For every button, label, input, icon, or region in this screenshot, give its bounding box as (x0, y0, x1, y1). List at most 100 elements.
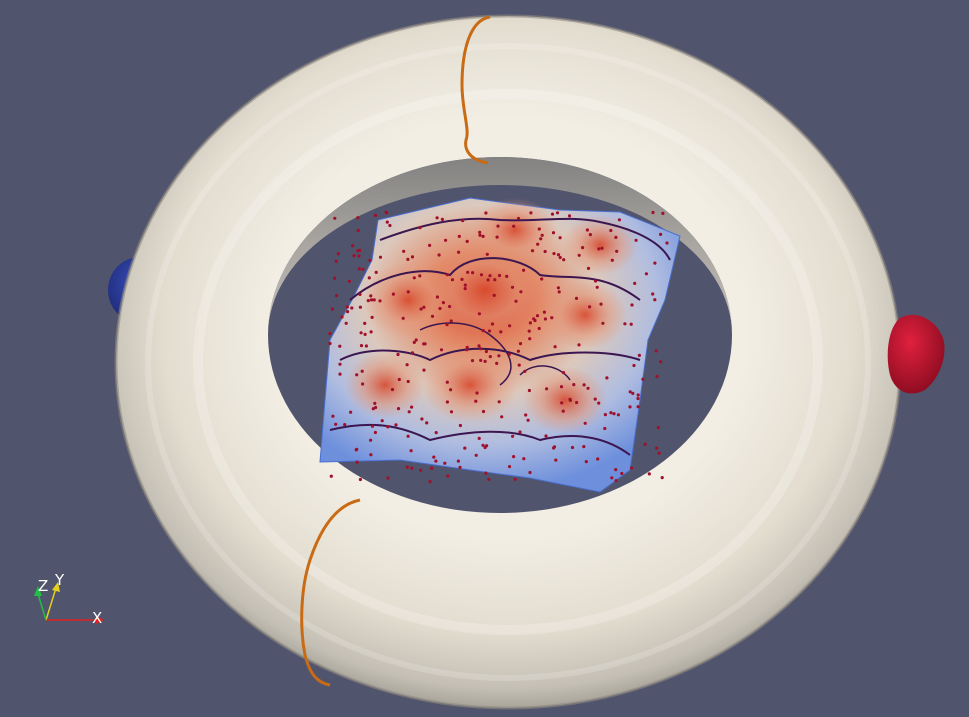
sample-point (478, 230, 482, 234)
sample-point (497, 400, 501, 404)
sample-point (634, 238, 638, 242)
z-axis-label: Z (38, 577, 48, 595)
sample-point (386, 425, 390, 429)
sample-point (458, 423, 462, 428)
sample-point (328, 332, 332, 336)
sample-point (595, 285, 599, 289)
sample-point (363, 332, 367, 336)
sample-point (616, 413, 621, 417)
sample-point (637, 353, 642, 357)
sample-point (487, 477, 491, 481)
sample-point (527, 329, 531, 333)
sample-point (465, 345, 469, 349)
sample-point (397, 377, 401, 382)
sample-point (450, 278, 455, 282)
sample-point (355, 373, 359, 377)
sample-point (458, 465, 462, 469)
sample-point (435, 295, 439, 299)
sample-point (418, 274, 422, 278)
sample-point (363, 321, 367, 325)
sample-point (391, 292, 395, 296)
sample-point (510, 285, 515, 289)
sample-point (484, 471, 488, 475)
sample-point (439, 348, 444, 352)
sample-point (529, 211, 533, 215)
sample-point (572, 383, 576, 387)
sample-point (347, 279, 351, 283)
sample-point (406, 290, 410, 294)
sample-point (614, 479, 618, 483)
sample-point (477, 312, 481, 316)
sample-point (386, 476, 390, 480)
sample-point (597, 247, 601, 251)
sample-point (512, 224, 516, 228)
sample-point (555, 211, 560, 215)
sample-point (481, 329, 485, 333)
sample-point (492, 293, 496, 297)
sample-point (657, 451, 661, 455)
sample-point (346, 310, 350, 314)
sample-point (488, 274, 492, 278)
sample-point (388, 223, 392, 228)
sample-point (406, 379, 410, 384)
sample-point (369, 438, 373, 442)
sample-point (445, 400, 449, 404)
sample-point (497, 273, 502, 278)
sample-point (493, 278, 497, 282)
sample-point (574, 296, 579, 300)
sample-point (575, 400, 579, 405)
sample-point (418, 226, 422, 230)
sample-point (374, 405, 378, 410)
sample-point (570, 445, 575, 450)
sample-point (449, 410, 454, 414)
sample-point (361, 267, 365, 271)
sample-point (654, 349, 658, 353)
sample-point (552, 252, 556, 256)
sample-point (528, 321, 533, 325)
sample-point (653, 298, 657, 302)
sample-point (524, 413, 528, 417)
sample-point (567, 214, 572, 218)
sample-point (556, 286, 561, 290)
sample-point (484, 211, 488, 215)
sample-point (505, 274, 509, 278)
bottom-contour-ring (300, 498, 361, 687)
sample-point (328, 341, 332, 346)
sample-point (428, 480, 432, 484)
sample-point (409, 449, 413, 453)
sample-point (385, 220, 389, 224)
sample-point (460, 277, 464, 281)
sample-point (653, 261, 657, 265)
sample-point (410, 405, 414, 409)
sample-point (514, 299, 518, 303)
sample-point (361, 382, 365, 386)
sample-point (364, 344, 368, 348)
sample-point (519, 290, 523, 294)
sample-point (655, 446, 659, 450)
sample-point (437, 253, 441, 257)
sample-point (561, 409, 565, 413)
sample-point (594, 279, 598, 283)
sample-point (588, 233, 593, 237)
sample-point (620, 471, 624, 476)
sample-point (396, 352, 400, 357)
sample-point (406, 257, 410, 261)
sample-point (463, 287, 467, 291)
sample-point (536, 242, 540, 246)
sample-point (615, 249, 619, 253)
top-contour-ring (460, 15, 491, 165)
sample-point (358, 477, 362, 482)
sample-point (586, 386, 590, 390)
sample-point (435, 216, 439, 220)
sample-point (630, 303, 634, 307)
sample-point (597, 401, 601, 405)
sample-point (507, 465, 512, 469)
sample-point (539, 237, 543, 241)
x-axis-arrow (96, 616, 104, 624)
sample-point (554, 458, 558, 462)
sample-point (510, 434, 515, 438)
sample-point (499, 330, 503, 334)
sample-point (508, 324, 512, 328)
